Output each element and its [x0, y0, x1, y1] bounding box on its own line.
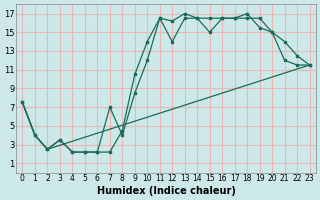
X-axis label: Humidex (Indice chaleur): Humidex (Indice chaleur)	[97, 186, 236, 196]
